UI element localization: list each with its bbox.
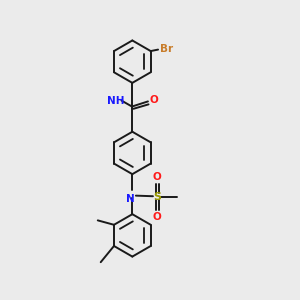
Text: Br: Br [160,44,173,54]
Text: O: O [149,95,158,105]
Text: NH: NH [107,95,125,106]
Text: O: O [153,212,162,221]
Text: O: O [153,172,162,182]
Text: N: N [127,194,135,204]
Text: S: S [153,192,161,202]
